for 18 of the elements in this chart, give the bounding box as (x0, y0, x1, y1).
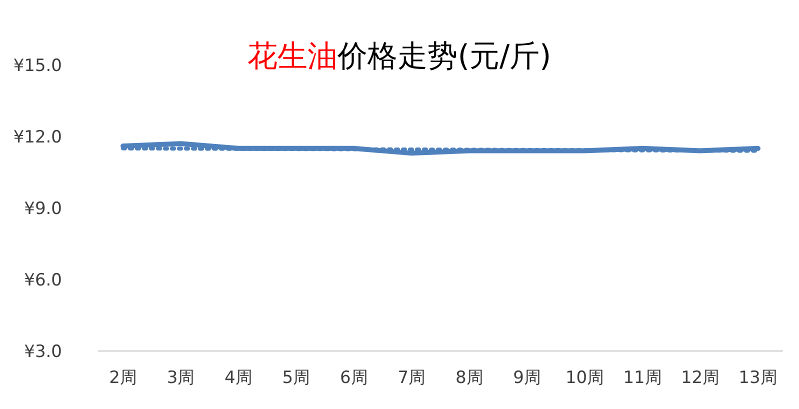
x-tick-label: 4周 (224, 368, 252, 388)
x-tick-label: 9周 (513, 368, 542, 388)
y-tick-label: ¥12.0 (13, 128, 62, 148)
x-tick-label: 5周 (282, 368, 310, 388)
chart-title: 花生油价格走势(元/斤) (248, 39, 552, 74)
y-tick-label: ¥9.0 (24, 199, 62, 220)
x-tick-label: 11周 (623, 368, 662, 388)
y-tick-label: ¥15.0 (13, 56, 62, 76)
x-tick-label: 3周 (166, 368, 195, 388)
x-tick-label: 12周 (680, 368, 720, 388)
y-tick-label: ¥3.0 (24, 342, 62, 362)
x-tick-label: 2周 (109, 368, 137, 388)
x-tick-label: 8周 (455, 368, 484, 388)
x-tick-label: 7周 (398, 368, 426, 388)
y-tick-label: ¥6.0 (24, 270, 62, 291)
x-tick-label: 6周 (340, 368, 368, 388)
x-tick-label: 13周 (738, 368, 778, 388)
x-tick-label: 10周 (566, 368, 604, 388)
